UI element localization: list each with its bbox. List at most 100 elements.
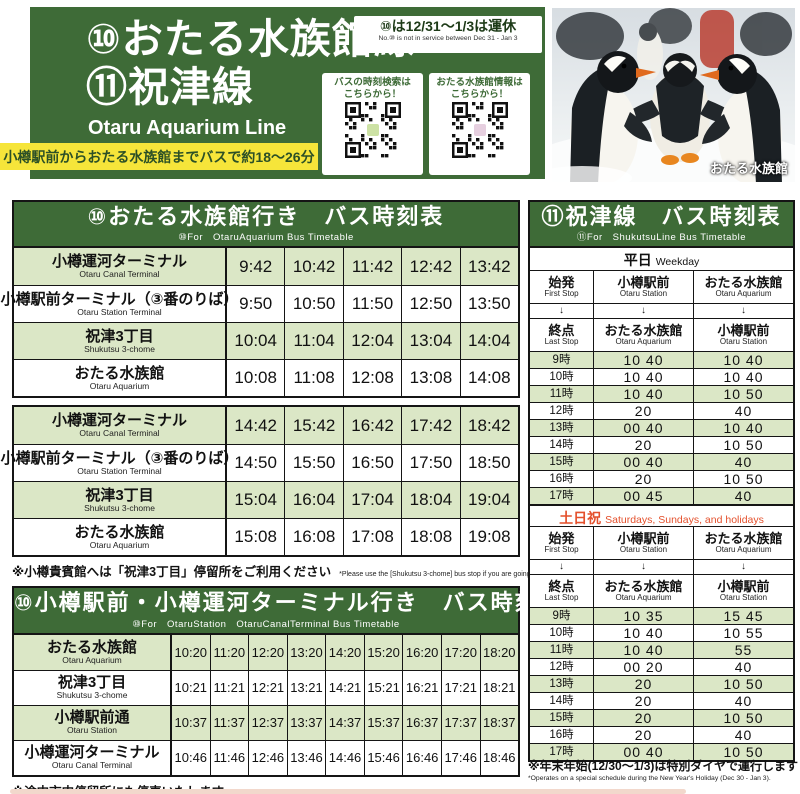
holiday-service-notice-en: No.⑩ is not in service between Dec 31 - … xyxy=(378,35,518,43)
hour-cell: 11時 xyxy=(530,386,594,403)
departure-stop-cell: 小樽駅前 Otaru Station xyxy=(594,271,694,304)
hour-label: 13時 xyxy=(549,678,574,691)
stop-name-jp: 祝津3丁目 xyxy=(57,674,127,692)
table-row: 小樽運河ターミナル Otaru Canal Terminal 10:46 11:46 1… xyxy=(14,739,518,775)
departure-time-cell: 13:21 xyxy=(288,670,327,705)
departure-time-cell: 15:50 xyxy=(285,445,344,482)
departure-time-cell: 12:20 xyxy=(249,634,288,670)
departure-time-cell: 18:42 xyxy=(468,415,511,435)
departure-time-cell: 15:20 xyxy=(365,634,404,670)
departure-time-cell: 17:21 xyxy=(442,670,481,705)
departure-time-cell: 12:21 xyxy=(249,670,288,705)
hour-cell: 17時 xyxy=(530,488,594,505)
hour-cell: 14時 xyxy=(530,437,594,454)
hour-cell: 10時 xyxy=(530,369,594,386)
minutes-cell: 40 xyxy=(694,488,793,504)
aquarium-bound-table-subtitle: ⑩For OtaruAquarium Bus Timetable xyxy=(178,232,354,244)
departure-time-cell: 15:42 xyxy=(285,407,344,445)
minutes-cell: 10 50 xyxy=(694,676,793,692)
minutes-value: 10 50 xyxy=(723,675,764,692)
hour-cell: 11時 xyxy=(530,642,594,659)
hour-label: 15時 xyxy=(549,712,574,725)
hour-cell: 12時 xyxy=(530,659,594,676)
departure-time-cell: 17:20 xyxy=(442,634,481,670)
departure-time-cell: 13:20 xyxy=(288,634,327,670)
departure-time-cell: 17:04 xyxy=(344,482,403,519)
departure-time-cell: 12:46 xyxy=(249,740,288,775)
hour-label: 9時 xyxy=(552,354,571,367)
departure-time-cell: 17:37 xyxy=(442,705,481,740)
hourly-time-row: 15時 00 40 40 xyxy=(530,453,793,471)
stop-name-en: Otaru Aquarium xyxy=(89,539,150,550)
hour-label: 17時 xyxy=(549,746,574,759)
stop-name-en: Shukutsu 3-chome xyxy=(84,343,155,354)
hour-cell: 9時 xyxy=(530,608,594,625)
hour-label: 13時 xyxy=(549,422,574,435)
hourly-time-row: 9時 10 40 10 40 xyxy=(530,351,793,369)
last-stop-header-row: 終点 Last Stop おたる水族館 Otaru Aquarium 小樽駅前 Otaru… xyxy=(530,574,793,608)
minutes-cell: 20 xyxy=(594,676,694,693)
departure-stop-cell-en: Otaru Aquarium xyxy=(715,544,772,554)
first-stop-header-row: 始発 First Stop 小樽駅前 Otaru Station おたる水族館 Otaru… xyxy=(530,270,793,304)
qr-box-aquarium-info: おたる水族館情報は こちらから！ xyxy=(429,73,530,175)
departure-time-cell: 12:08 xyxy=(344,360,403,397)
minutes-value: 10 40 xyxy=(723,351,764,368)
hour-label: 10時 xyxy=(549,371,574,384)
down-arrow-icon: ↓ xyxy=(530,560,594,575)
hourly-time-row: 16時 20 40 xyxy=(530,726,793,744)
minutes-value: 55 xyxy=(734,641,753,658)
departure-time-cell: 11:21 xyxy=(211,670,250,705)
table-row: 小樽運河ターミナル Otaru Canal Terminal 9:42 10:42 11… xyxy=(14,248,518,286)
minutes-cell: 10 50 xyxy=(694,437,793,453)
departure-time-cell: 17:42 xyxy=(402,407,461,445)
minutes-value: 10 40 xyxy=(623,641,664,658)
arrival-stop-cell-en: Otaru Station xyxy=(719,592,768,602)
stop-name-en: Shukutsu 3-chome xyxy=(84,502,155,513)
arrival-stop-cell-en: Otaru Aquarium xyxy=(615,336,672,346)
departure-time-cell: 19:08 xyxy=(468,527,511,547)
departure-time-cell: 10:04 xyxy=(227,323,286,360)
qr-code-icon xyxy=(451,102,508,158)
shukutsu-line-column: ⑪祝津線 バス時刻表 ⑪For ShukutsuLine Bus Timetab… xyxy=(528,200,795,763)
route-title-shukutsu-line: ⑪祝津線 xyxy=(86,64,254,110)
hour-cell: 9時 xyxy=(530,352,594,369)
stop-name-jp: 小樽駅前ターミナル（③番のりば） xyxy=(0,290,239,308)
departure-time-cell: 10:42 xyxy=(285,248,344,286)
last-stop-cell-jp: 終点 xyxy=(548,579,575,595)
table-row: 小樽運河ターミナル Otaru Canal Terminal 14:42 15:42 1… xyxy=(14,407,518,445)
minutes-value: 10 50 xyxy=(723,436,764,453)
departure-time-cell: 14:37 xyxy=(326,705,365,740)
qr-code-icon xyxy=(344,102,401,158)
departure-time-cell: 14:42 xyxy=(227,407,286,445)
hourly-time-row: 12時 20 40 xyxy=(530,402,793,420)
direction-arrow-row: ↓ ↓ ↓ xyxy=(530,559,793,575)
hourly-time-row: 14時 20 40 xyxy=(530,692,793,710)
minutes-cell: 00 40 xyxy=(594,744,694,761)
departure-time-cell: 14:08 xyxy=(468,368,511,388)
minutes-cell: 10 55 xyxy=(694,625,793,641)
stop-name-cell: 小樽駅前通 Otaru Station xyxy=(14,705,172,740)
minutes-cell: 40 xyxy=(694,693,793,709)
minutes-cell: 10 40 xyxy=(594,369,694,386)
direction-arrow-row: ↓ ↓ ↓ xyxy=(530,303,793,319)
departure-time-cell: 19:04 xyxy=(468,490,511,510)
minutes-value: 40 xyxy=(734,487,753,504)
stop-name-jp: おたる水族館 xyxy=(74,523,165,541)
minutes-cell: 10 40 xyxy=(594,641,694,659)
hourly-time-row: 10時 10 40 10 40 xyxy=(530,368,793,386)
minutes-value: 10 40 xyxy=(623,624,664,641)
hourly-time-row: 9時 10 35 15 45 xyxy=(530,607,793,625)
departure-time-cell: 18:37 xyxy=(483,715,516,731)
newyear-footnote-jp: ※年末年始(12/30〜1/3)は特別ダイヤで運行します xyxy=(528,759,799,773)
hourly-time-row: 17時 00 45 40 xyxy=(530,487,793,505)
stop-name-cell: 小樽駅前ターミナル（③番のりば） Otaru Station Terminal xyxy=(1,286,238,323)
hour-label: 16時 xyxy=(549,473,574,486)
arrival-stop-cell-jp: 小樽駅前 xyxy=(717,323,770,339)
minutes-cell: 10 40 xyxy=(694,352,793,368)
departure-time-cell: 10:50 xyxy=(285,286,344,323)
qr-bus-schedule-label-line2: こちらから！ xyxy=(343,88,402,100)
departure-time-cell: 15:37 xyxy=(365,705,404,740)
arrival-stop-cell-jp: おたる水族館 xyxy=(604,323,683,339)
departure-time-cell: 13:42 xyxy=(468,256,511,276)
minutes-value: 20 xyxy=(634,692,653,709)
